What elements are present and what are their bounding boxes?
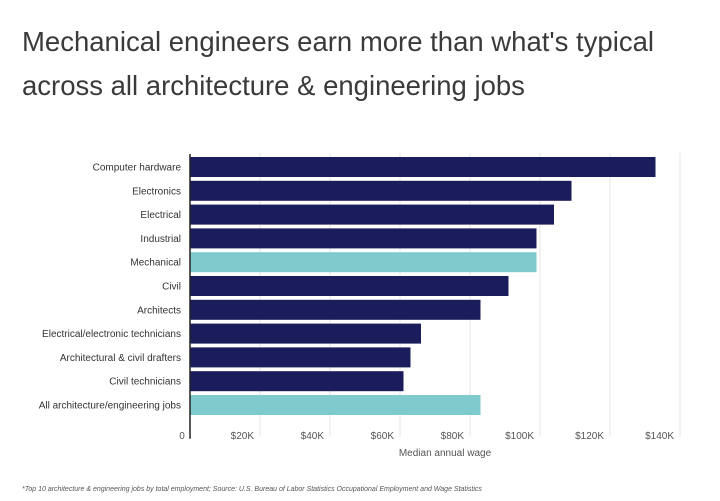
category-label: Architects: [137, 305, 181, 316]
bar: [190, 180, 572, 201]
bar: [190, 204, 554, 225]
category-label: All architecture/engineering jobs: [39, 401, 181, 412]
x-tick-label: $120K: [575, 431, 604, 442]
bar: [190, 371, 404, 392]
category-label: Electronics: [132, 186, 181, 197]
x-tick-label: $100K: [505, 431, 534, 442]
x-tick-label: $20K: [231, 431, 255, 442]
category-label: Civil technicians: [109, 377, 181, 388]
category-label: Electrical: [140, 210, 181, 221]
category-label: Architectural & civil drafters: [60, 353, 181, 364]
footnote: *Top 10 architecture & engineering jobs …: [22, 486, 482, 493]
bar: [190, 228, 537, 249]
bar: [190, 323, 421, 344]
x-tick-label: $60K: [371, 431, 395, 442]
category-label: Mechanical: [130, 258, 181, 269]
bar: [190, 395, 481, 415]
x-tick-label: $140K: [645, 431, 674, 442]
chart-title: Mechanical engineers earn more than what…: [22, 26, 654, 101]
category-label: Computer hardware: [93, 163, 182, 174]
bar: [190, 276, 509, 296]
bar: [190, 157, 656, 177]
bar: [190, 252, 537, 273]
x-tick-label: $80K: [441, 431, 465, 442]
category-label: Electrical/electronic technicians: [42, 329, 181, 340]
x-tick-label: 0: [179, 431, 185, 442]
bar: [190, 299, 481, 320]
category-label: Civil: [162, 282, 181, 293]
x-axis-label: Median annual wage: [399, 448, 492, 459]
category-label: Industrial: [140, 234, 181, 245]
x-tick-label: $40K: [301, 431, 325, 442]
bar: [190, 347, 411, 368]
